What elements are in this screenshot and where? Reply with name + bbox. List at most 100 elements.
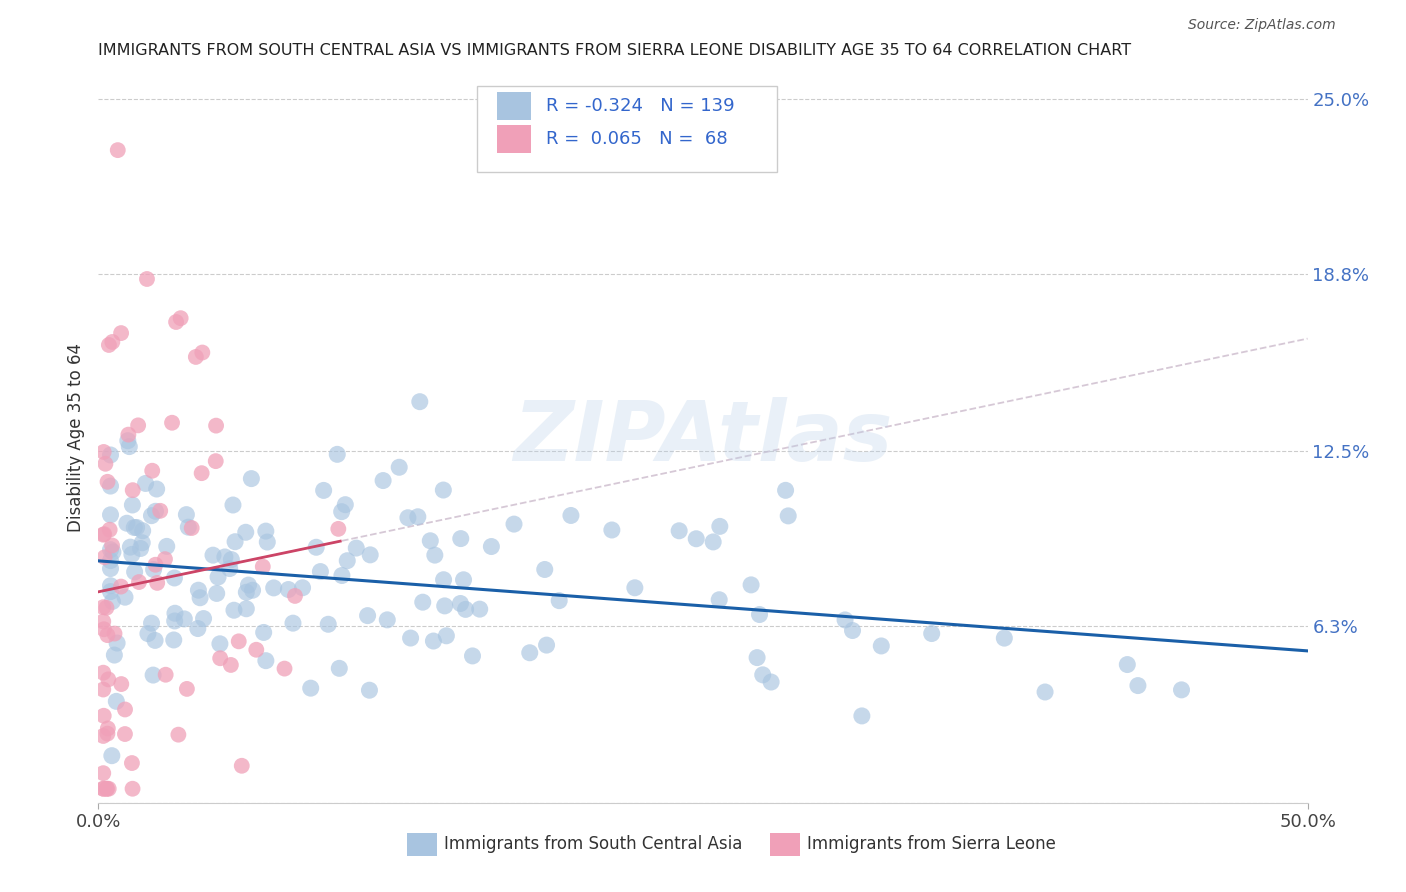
Point xyxy=(221,552,243,566)
Point xyxy=(167,728,190,742)
Point xyxy=(114,727,136,741)
Point xyxy=(136,272,159,286)
Point xyxy=(93,550,115,565)
Point xyxy=(851,709,873,723)
Point xyxy=(685,532,707,546)
Point xyxy=(110,326,132,340)
Point xyxy=(299,681,322,695)
Point xyxy=(356,608,378,623)
Point xyxy=(97,338,120,352)
Point xyxy=(143,633,166,648)
Point xyxy=(432,483,454,497)
Point xyxy=(423,548,446,562)
Point xyxy=(110,677,132,691)
Point xyxy=(219,657,242,672)
Point xyxy=(129,541,152,556)
Point xyxy=(176,508,198,522)
Point xyxy=(281,616,304,631)
Point xyxy=(600,523,623,537)
Point xyxy=(91,665,114,680)
Point xyxy=(101,539,124,553)
Point xyxy=(434,629,457,643)
Point xyxy=(536,638,558,652)
Point xyxy=(91,781,114,796)
Text: IMMIGRANTS FROM SOUTH CENTRAL ASIA VS IMMIGRANTS FROM SIERRA LEONE DISABILITY AG: IMMIGRANTS FROM SOUTH CENTRAL ASIA VS IM… xyxy=(98,43,1132,58)
Point xyxy=(97,781,120,796)
Y-axis label: Disability Age 35 to 64: Disability Age 35 to 64 xyxy=(67,343,86,532)
Point xyxy=(450,532,472,546)
Point xyxy=(142,562,165,576)
Point xyxy=(100,542,122,557)
Point xyxy=(163,632,186,647)
Point xyxy=(155,667,177,681)
Point xyxy=(709,592,731,607)
Point xyxy=(330,505,353,519)
Point xyxy=(96,475,118,489)
Point xyxy=(284,589,307,603)
Point xyxy=(406,509,429,524)
Point xyxy=(1116,657,1139,672)
Point xyxy=(165,315,187,329)
Point xyxy=(412,595,434,609)
Point xyxy=(245,642,267,657)
Point xyxy=(141,464,163,478)
Point xyxy=(841,624,863,638)
Point xyxy=(173,612,195,626)
Point xyxy=(503,517,526,532)
Point xyxy=(100,479,122,493)
Point xyxy=(190,466,212,480)
Point xyxy=(702,535,724,549)
Point xyxy=(316,617,339,632)
Point xyxy=(273,662,295,676)
Point xyxy=(101,594,124,608)
Point xyxy=(277,582,299,597)
Point xyxy=(145,504,167,518)
Point xyxy=(93,781,115,796)
Point xyxy=(519,646,541,660)
Point xyxy=(328,661,350,675)
Point xyxy=(131,535,153,549)
Point xyxy=(263,581,285,595)
Point xyxy=(177,520,200,534)
Point xyxy=(328,522,350,536)
Point xyxy=(91,729,114,743)
Point xyxy=(1033,685,1056,699)
Point xyxy=(235,601,257,615)
Point xyxy=(96,781,118,796)
Point xyxy=(163,614,186,628)
Point xyxy=(121,756,143,770)
Point xyxy=(326,447,349,461)
Point xyxy=(120,540,142,554)
Text: Immigrants from Sierra Leone: Immigrants from Sierra Leone xyxy=(807,836,1056,854)
Point xyxy=(222,603,245,617)
Point xyxy=(121,483,143,498)
Point xyxy=(142,668,165,682)
Point xyxy=(114,591,136,605)
Point xyxy=(775,483,797,498)
Point xyxy=(231,758,253,772)
Point xyxy=(94,457,117,471)
Point xyxy=(121,548,143,562)
FancyBboxPatch shape xyxy=(498,92,531,120)
Point xyxy=(748,607,770,622)
Point xyxy=(228,634,250,648)
Point xyxy=(93,708,115,723)
Point xyxy=(105,636,128,650)
Point xyxy=(91,600,114,615)
Point xyxy=(98,523,121,537)
Point xyxy=(163,606,186,620)
Point xyxy=(751,668,773,682)
Point xyxy=(759,675,782,690)
Text: R = -0.324   N = 139: R = -0.324 N = 139 xyxy=(546,96,734,115)
Point xyxy=(91,615,114,629)
Point xyxy=(193,611,215,625)
Point xyxy=(745,650,768,665)
Point xyxy=(149,504,172,518)
Point xyxy=(359,683,381,698)
Point xyxy=(432,573,454,587)
Point xyxy=(117,434,139,448)
FancyBboxPatch shape xyxy=(498,126,531,153)
Point xyxy=(110,580,132,594)
FancyBboxPatch shape xyxy=(406,833,437,856)
Point xyxy=(740,578,762,592)
